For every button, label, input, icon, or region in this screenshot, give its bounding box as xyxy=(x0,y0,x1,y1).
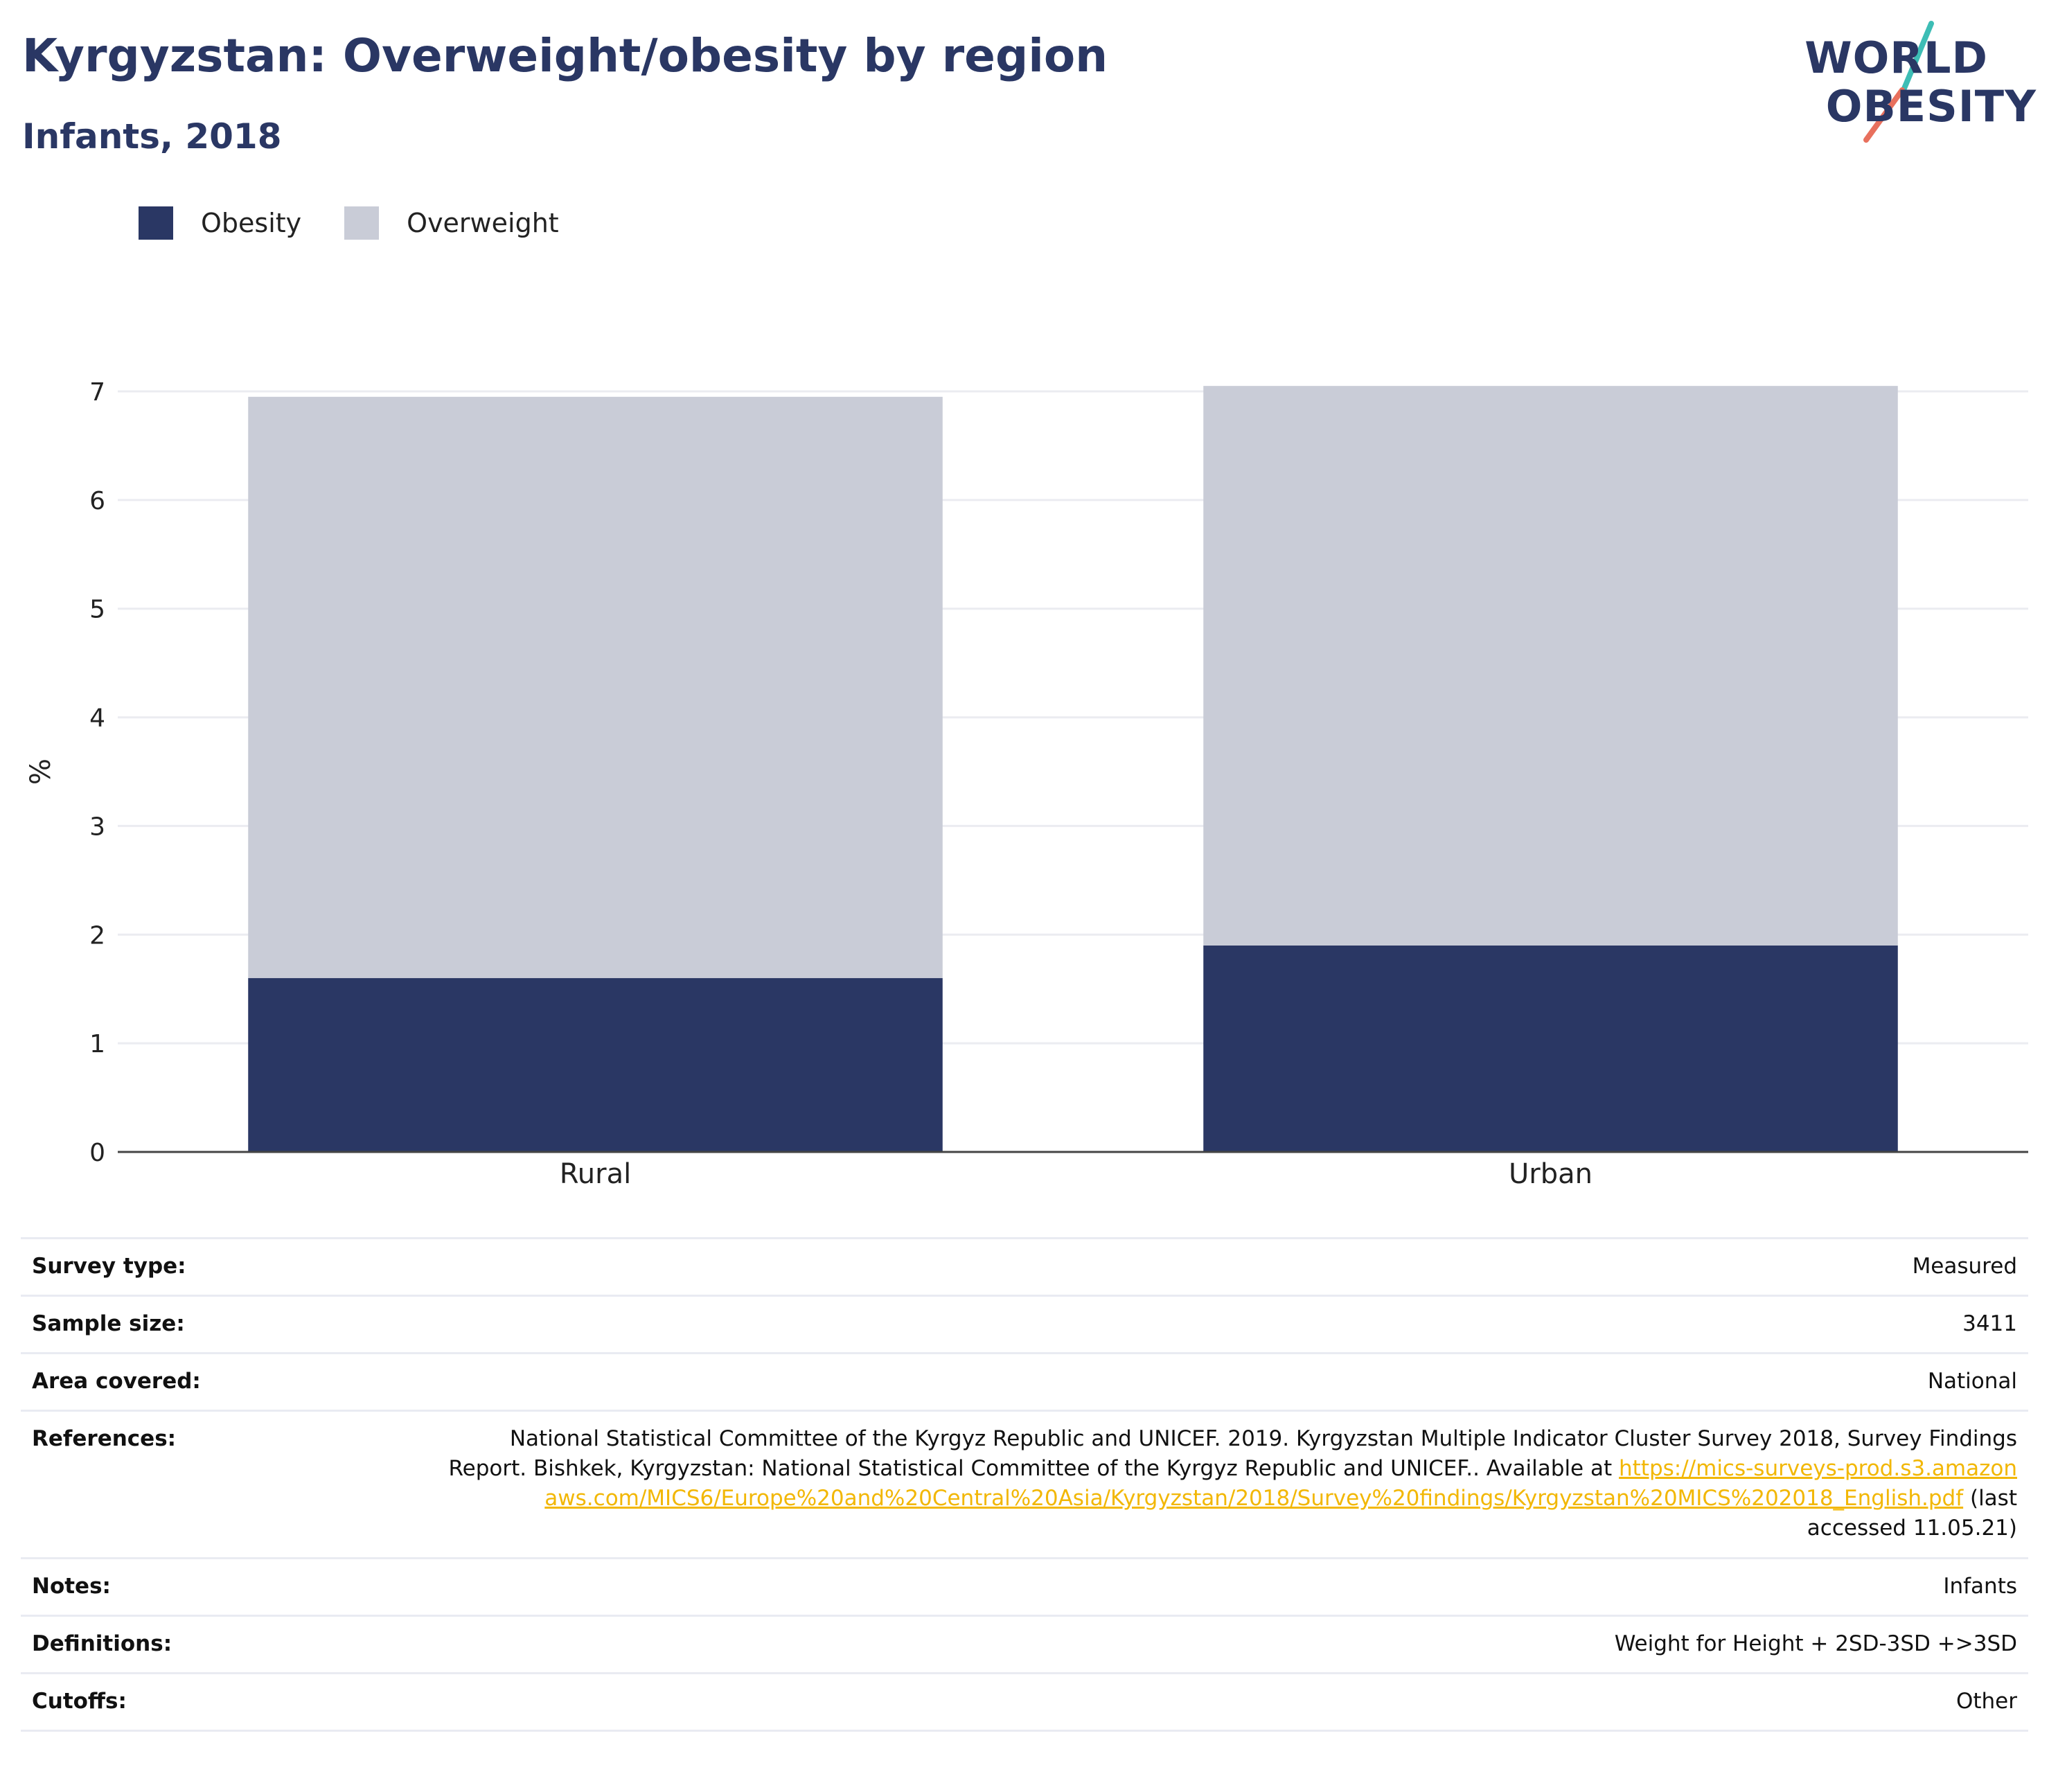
y-tick-label-7: 7 xyxy=(89,378,105,407)
y-tick-label-3: 3 xyxy=(89,813,105,841)
info-row-notes: Notes: Infants xyxy=(21,1558,2028,1616)
legend-swatch-obesity xyxy=(139,206,173,240)
y-axis-title: % xyxy=(25,759,57,785)
stacked-bar-chart: 0 1 2 3 4 5 6 7 Rural Urban% xyxy=(25,378,2028,1190)
axes: 0 1 2 3 4 5 6 7 Rural Urban% xyxy=(25,378,2028,1190)
legend-swatch-overweight xyxy=(344,206,380,240)
x-tick-label-rural: Rural xyxy=(560,1158,631,1190)
legend-label-overweight: Overweight xyxy=(407,208,559,238)
legend-item-overweight[interactable]: Overweight xyxy=(344,206,559,240)
info-value: Weight for Height + 2SD-3SD +>3SD xyxy=(1614,1631,2017,1656)
info-row-cutoffs: Cutoffs: Other xyxy=(21,1673,2028,1731)
info-row-area-covered: Area covered: National xyxy=(21,1353,2028,1411)
info-value: Other xyxy=(1955,1689,2017,1714)
y-tick-label-4: 4 xyxy=(89,704,105,733)
y-tick-label-5: 5 xyxy=(89,596,105,624)
info-row-sample-size: Sample size: 3411 xyxy=(21,1295,2028,1354)
bar-obesity-urban xyxy=(1203,945,1898,1152)
y-tick-label-6: 6 xyxy=(89,487,105,515)
info-value: 3411 xyxy=(1962,1311,2017,1336)
x-tick-label-urban: Urban xyxy=(1509,1158,1593,1190)
info-row-references: References: National Statistical Committ… xyxy=(21,1410,2028,1559)
info-key: Area covered: xyxy=(32,1369,201,1394)
bar-overweight-rural xyxy=(248,396,943,979)
bar-overweight-urban xyxy=(1203,386,1898,946)
info-key: Sample size: xyxy=(32,1311,185,1336)
info-key: Survey type: xyxy=(32,1254,186,1279)
bars xyxy=(248,386,1898,1152)
info-key: Notes: xyxy=(32,1574,111,1599)
info-value: Infants xyxy=(1943,1574,2017,1599)
chart-subtitle: Infants, 2018 xyxy=(22,116,282,157)
info-key: Definitions: xyxy=(32,1631,172,1656)
logo-text-obesity: OBESITY xyxy=(1825,81,2037,132)
logo-slash-icon xyxy=(1863,21,1934,143)
y-tick-label-0: 0 xyxy=(89,1139,105,1167)
y-tick-label-1: 1 xyxy=(89,1030,105,1058)
logo-text-world: WORLD xyxy=(1804,33,1988,83)
world-obesity-logo: WORLD OBESITY xyxy=(1801,15,2037,147)
survey-info-table: Survey type: Measured Sample size: 3411 … xyxy=(21,1237,2028,1732)
info-value-references: National Statistical Committee of the Ky… xyxy=(431,1411,2028,1559)
legend-label-obesity: Obesity xyxy=(201,208,302,238)
info-key: References: xyxy=(32,1426,177,1451)
chart-title: Kyrgyzstan: Overweight/obesity by region xyxy=(22,29,1108,82)
chart-legend: Obesity Overweight xyxy=(139,205,602,241)
info-key: Cutoffs: xyxy=(32,1689,127,1714)
reference-accessed: (last accessed 11.05.21) xyxy=(1807,1486,2017,1541)
info-row-definitions: Definitions: Weight for Height + 2SD-3SD… xyxy=(21,1615,2028,1674)
bar-obesity-rural xyxy=(248,978,943,1152)
y-tick-label-2: 2 xyxy=(89,921,105,950)
info-value: National xyxy=(1927,1369,2017,1394)
info-value: Measured xyxy=(1912,1254,2017,1279)
reference-text: National Statistical Committee of the Ky… xyxy=(448,1426,2017,1481)
reference-link[interactable]: https://mics-surveys-prod.s3.amazonaws.c… xyxy=(544,1456,2017,1511)
info-row-survey-type: Survey type: Measured xyxy=(21,1238,2028,1296)
legend-item-obesity[interactable]: Obesity xyxy=(139,206,301,240)
